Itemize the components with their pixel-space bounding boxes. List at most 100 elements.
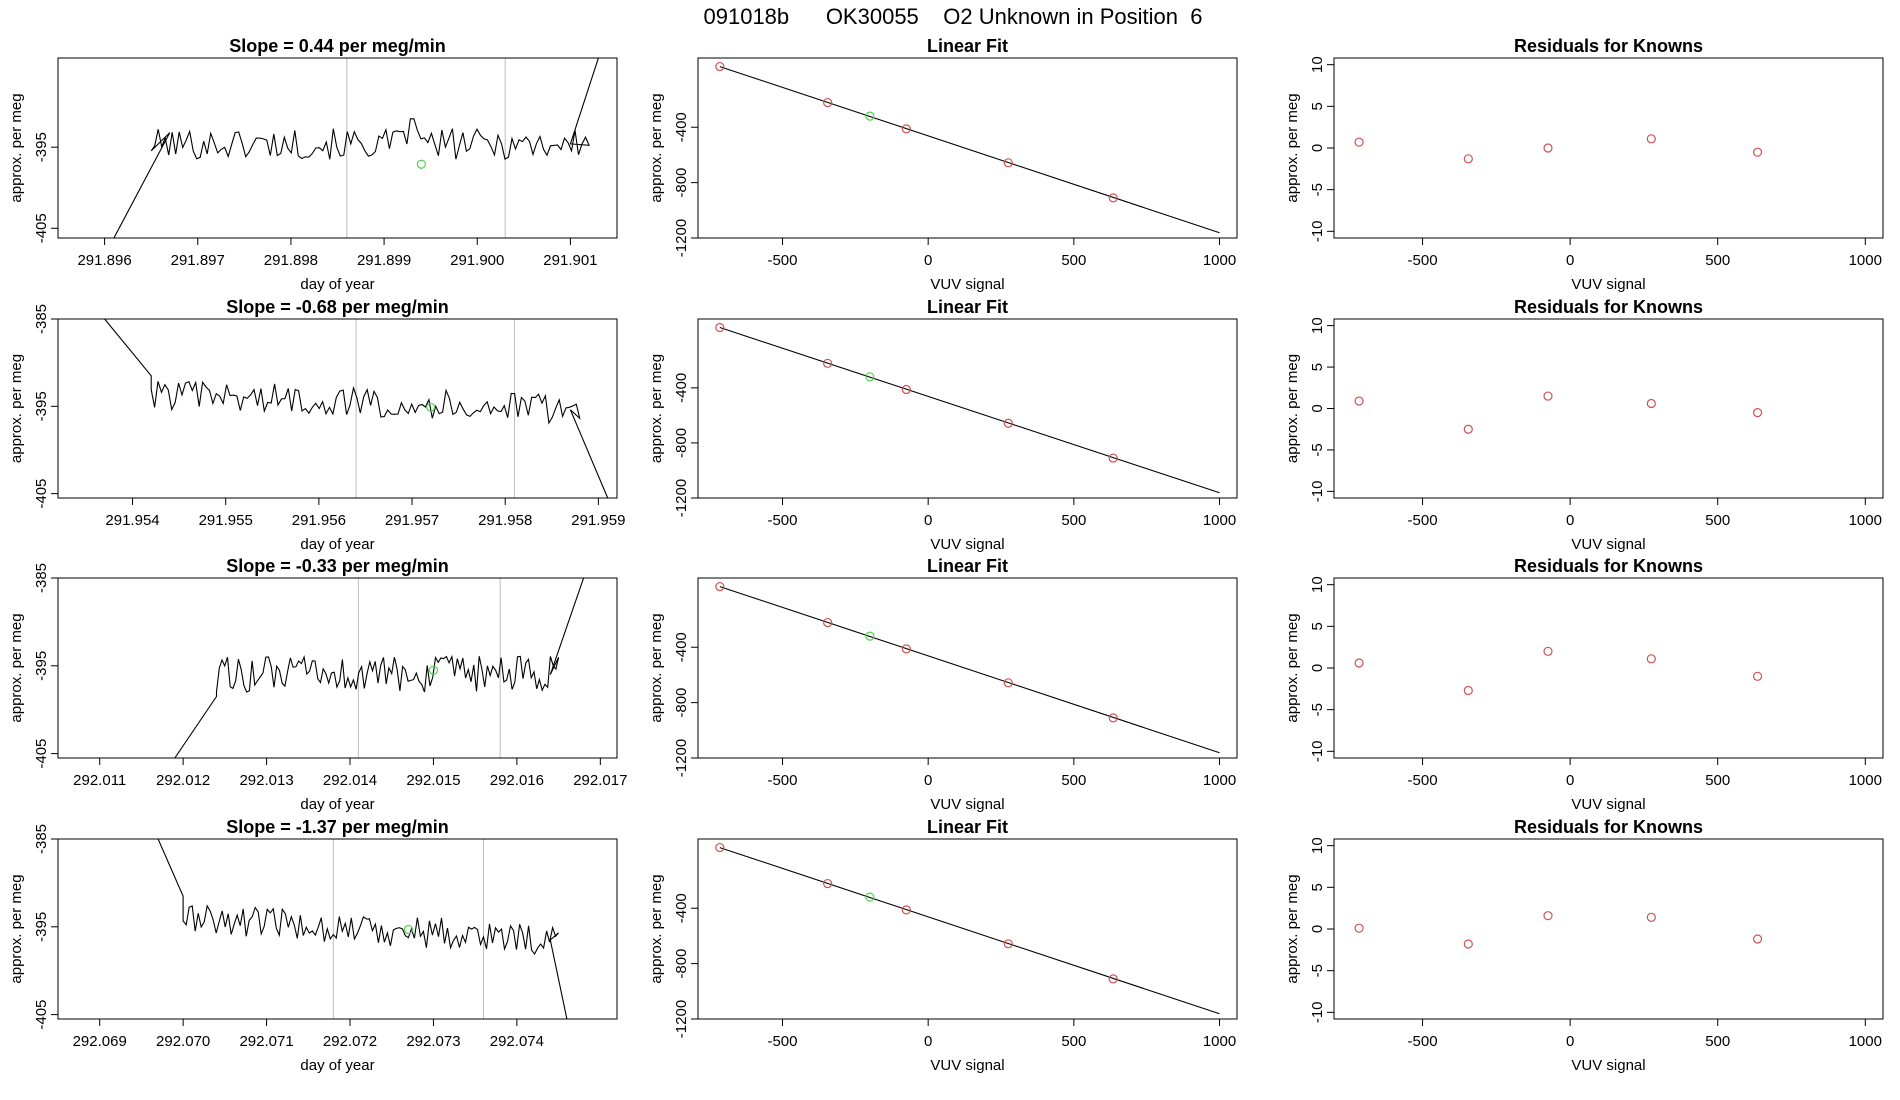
- data-point: [823, 358, 833, 368]
- x-tick-label: 292.071: [239, 1033, 293, 1050]
- y-axis-label: approx. per meg: [648, 874, 665, 983]
- y-axis-label: approx. per meg: [1284, 93, 1301, 202]
- x-tick-label: 500: [1061, 252, 1086, 269]
- series-line: [113, 58, 599, 238]
- x-axis-label: VUV signal: [1571, 536, 1645, 553]
- data-point: [1003, 939, 1013, 949]
- y-tick-label: 5: [1309, 363, 1326, 371]
- data-point: [1463, 939, 1473, 949]
- x-axis-label: VUV signal: [930, 796, 1004, 813]
- x-tick-label: 291.899: [357, 252, 411, 269]
- panel-title: Linear Fit: [927, 556, 1008, 576]
- series-line: [157, 839, 568, 1019]
- x-tick-label: 292.074: [490, 1033, 544, 1050]
- x-tick-label: 0: [1566, 1033, 1574, 1050]
- x-tick-label: 500: [1705, 512, 1730, 529]
- fit-line: [719, 586, 1220, 754]
- data-point: [901, 384, 911, 395]
- data-point: [1108, 193, 1118, 203]
- data-point: [1752, 408, 1763, 418]
- series-line: [174, 578, 585, 758]
- x-tick-label: 292.015: [406, 772, 460, 789]
- unknown-point: [865, 111, 875, 121]
- unknown-point: [426, 402, 436, 412]
- x-axis-label: day of year: [300, 1057, 374, 1074]
- y-axis-label: approx. per meg: [648, 93, 665, 202]
- x-tick-label: 0: [1566, 252, 1574, 269]
- data-point: [715, 61, 725, 72]
- x-axis-label: VUV signal: [930, 536, 1004, 553]
- unknown-point: [428, 665, 439, 675]
- y-tick-label: -405: [33, 479, 50, 509]
- data-point: [715, 322, 725, 333]
- unknown-point: [865, 631, 875, 641]
- y-axis-label: approx. per meg: [8, 874, 25, 983]
- y-tick-label: -400: [673, 632, 690, 662]
- plot-frame: [57, 57, 618, 239]
- x-tick-label: -500: [1408, 512, 1438, 529]
- x-tick-label: 0: [924, 772, 932, 789]
- plot-area: [715, 61, 1220, 234]
- panel-2-4: Linear Fit VUV signal approx. per meg -500 0…: [648, 817, 1238, 1074]
- data-point: [1646, 134, 1656, 144]
- x-tick-label: 0: [924, 1033, 932, 1050]
- x-tick-label: 1000: [1203, 512, 1236, 529]
- x-tick-label: 291.957: [385, 512, 439, 529]
- panel-3-1: Residuals for Knowns VUV signal approx. pe…: [1284, 36, 1884, 293]
- panel-title: Linear Fit: [927, 817, 1008, 837]
- x-tick-label: -500: [767, 772, 797, 789]
- data-point: [1003, 678, 1013, 688]
- x-axis-label: day of year: [300, 796, 374, 813]
- panel-1-1: Slope = 0.44 per meg/min day of year appro…: [8, 36, 618, 293]
- data-point: [823, 617, 833, 628]
- plot-area: [113, 58, 599, 238]
- y-tick-label: 0: [1309, 925, 1326, 933]
- x-tick-label: 0: [1566, 772, 1574, 789]
- y-tick-label: -395: [33, 912, 50, 942]
- y-tick-label: 10: [1309, 837, 1326, 854]
- data-point: [901, 644, 911, 654]
- y-tick-label: 10: [1309, 576, 1326, 593]
- y-tick-label: 0: [1309, 404, 1326, 412]
- x-tick-label: 1000: [1849, 1033, 1882, 1050]
- x-tick-label: -500: [1408, 252, 1438, 269]
- x-tick-label: 500: [1061, 1033, 1086, 1050]
- data-point: [1752, 147, 1763, 157]
- panel-1-4: Slope = -1.37 per meg/min day of year appr…: [8, 817, 618, 1074]
- x-tick-label: 292.016: [490, 772, 544, 789]
- y-tick-label: 5: [1309, 622, 1326, 630]
- x-tick-label: 1000: [1849, 512, 1882, 529]
- plot-frame: [1333, 838, 1884, 1020]
- y-axis-label: approx. per meg: [1284, 613, 1301, 722]
- data-point: [715, 842, 725, 853]
- y-tick-label: -395: [33, 651, 50, 681]
- plot-frame: [697, 57, 1238, 239]
- y-tick-label: -1200: [673, 219, 690, 257]
- y-tick-label: -10: [1309, 481, 1326, 503]
- y-tick-label: -385: [33, 304, 50, 334]
- series-line: [104, 319, 609, 498]
- data-point: [1108, 453, 1118, 463]
- x-axis-label: VUV signal: [930, 276, 1004, 293]
- y-tick-label: 5: [1309, 102, 1326, 110]
- x-tick-label: 1000: [1203, 1033, 1236, 1050]
- data-point: [823, 97, 833, 108]
- data-point: [901, 905, 911, 915]
- data-point: [901, 124, 911, 134]
- plot-area: [715, 322, 1220, 494]
- y-tick-label: -400: [673, 373, 690, 403]
- y-axis-label: approx. per meg: [648, 354, 665, 463]
- x-tick-label: -500: [767, 512, 797, 529]
- panel-1-3: Slope = -0.33 per meg/min day of year appr…: [8, 556, 627, 813]
- y-tick-label: -395: [33, 132, 50, 162]
- plot-area: [1354, 391, 1763, 434]
- y-tick-label: -400: [673, 112, 690, 142]
- x-tick-label: 1000: [1849, 252, 1882, 269]
- y-axis-label: approx. per meg: [8, 613, 25, 722]
- data-point: [1354, 658, 1364, 668]
- y-tick-label: 0: [1309, 664, 1326, 672]
- data-point: [1463, 424, 1473, 434]
- y-tick-label: -400: [673, 893, 690, 923]
- panel-title: Residuals for Knowns: [1514, 556, 1703, 576]
- y-tick-label: -1200: [673, 1000, 690, 1038]
